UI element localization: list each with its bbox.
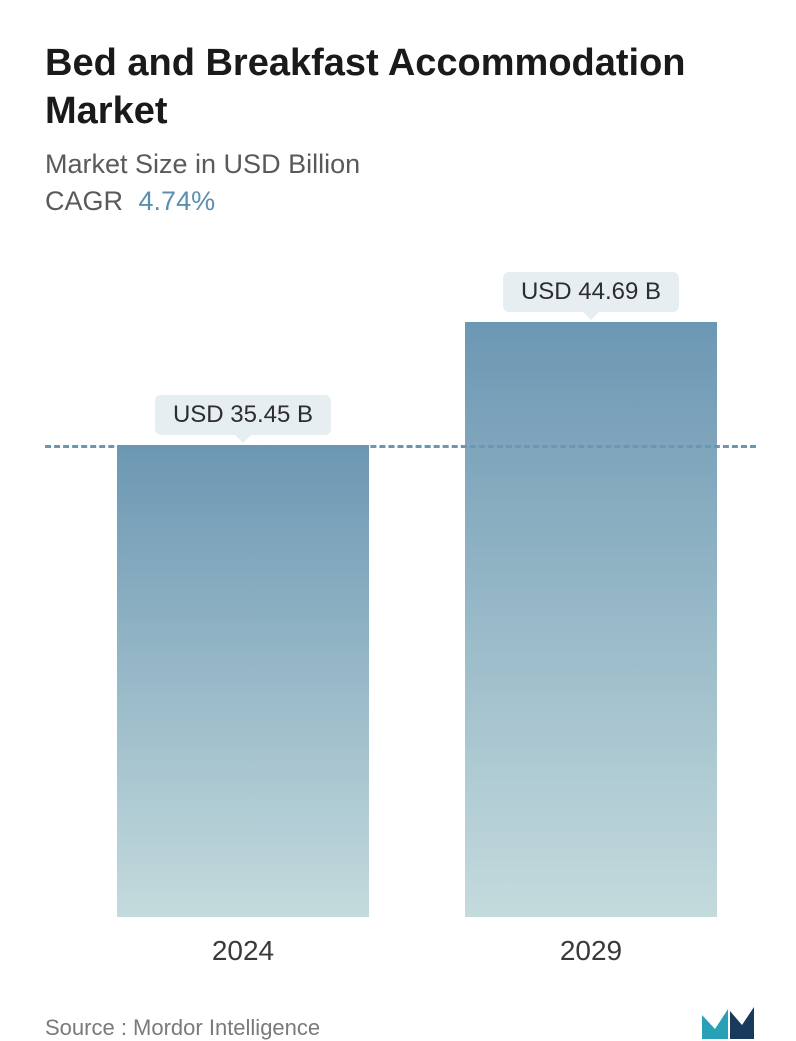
bar-2024 (117, 445, 369, 917)
x-axis-labels: 2024 2029 (45, 935, 756, 975)
cagr-label: CAGR (45, 186, 123, 216)
reference-dashed-line (45, 445, 756, 448)
page-title: Bed and Breakfast Accommodation Market (45, 40, 756, 135)
x-label-2029: 2029 (465, 935, 717, 967)
x-label-2024: 2024 (117, 935, 369, 967)
footer: Source : Mordor Intelligence (45, 1001, 756, 1041)
bar-group-2024: USD 35.45 B (117, 395, 369, 917)
cagr-row: CAGR 4.74% (45, 186, 756, 217)
cagr-value: 4.74% (139, 186, 216, 216)
value-bubble-2024: USD 35.45 B (155, 395, 331, 435)
bar-2029 (465, 322, 717, 917)
bar-group-2029: USD 44.69 B (465, 272, 717, 917)
value-bubble-2029: USD 44.69 B (503, 272, 679, 312)
chart-container: Bed and Breakfast Accommodation Market M… (0, 0, 796, 1034)
source-text: Source : Mordor Intelligence (45, 1015, 320, 1041)
subtitle: Market Size in USD Billion (45, 149, 756, 180)
mordor-logo-icon (700, 1001, 756, 1041)
plot: USD 35.45 B USD 44.69 B (45, 267, 756, 917)
chart-area: USD 35.45 B USD 44.69 B 2024 2029 (45, 267, 756, 975)
